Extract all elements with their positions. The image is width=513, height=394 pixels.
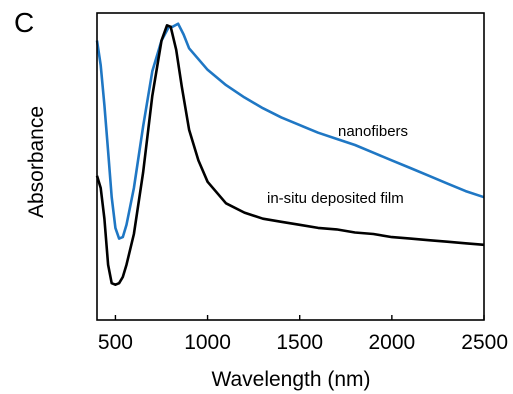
y-axis-title: Absorbance xyxy=(25,106,48,218)
panel-label: C xyxy=(14,7,34,38)
series-line-nanofibers xyxy=(95,22,485,240)
x-tick-label: 2000 xyxy=(368,331,415,354)
x-axis-ticks: 500 1000 1500 2000 2500 xyxy=(98,315,508,354)
plot-frame xyxy=(96,12,485,321)
series-label-nanofibers: nanofibers xyxy=(338,123,408,140)
x-tick-label: 1500 xyxy=(276,331,323,354)
series-lines xyxy=(95,22,485,286)
x-tick-label: 1000 xyxy=(184,331,231,354)
x-tick-label: 2500 xyxy=(461,331,508,354)
x-axis-title: Wavelength (nm) xyxy=(211,368,370,391)
series-line-in-situ-film xyxy=(95,24,485,286)
series-label-in-situ-film: in-situ deposited film xyxy=(267,190,404,207)
x-tick-label: 500 xyxy=(98,331,133,354)
